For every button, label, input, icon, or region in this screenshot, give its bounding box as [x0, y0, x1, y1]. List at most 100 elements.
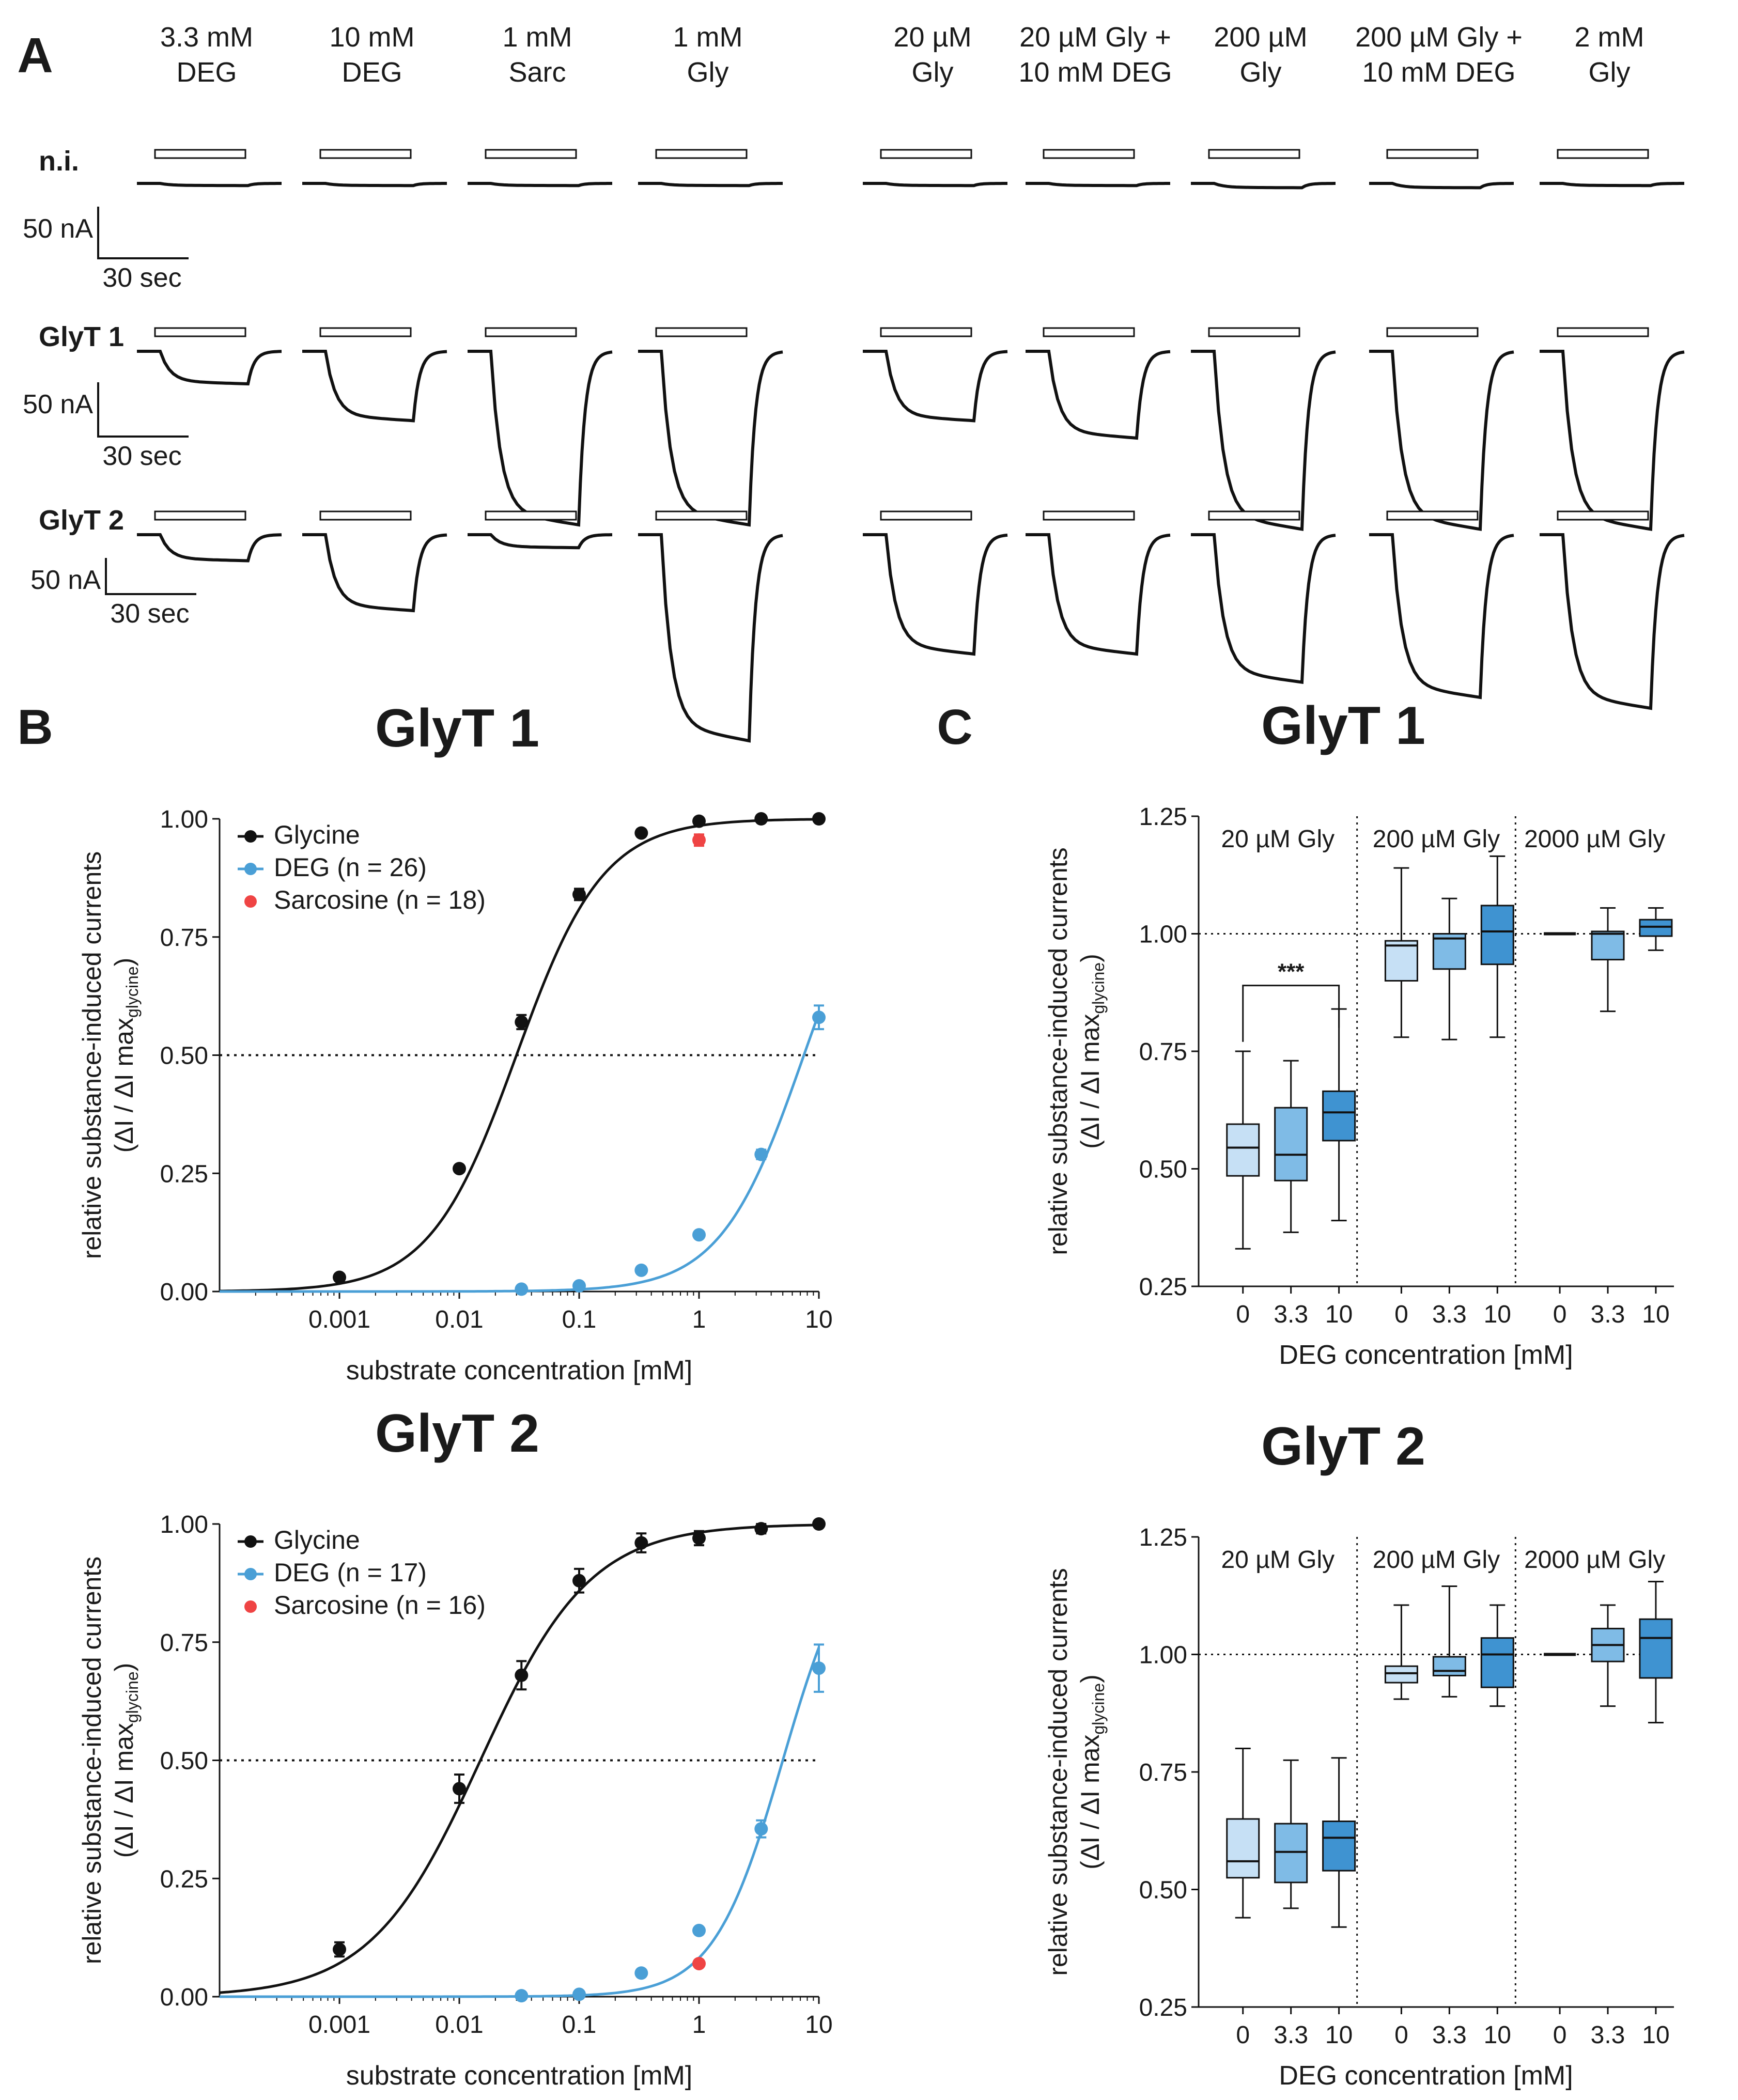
glycine-data-point: [572, 1574, 586, 1588]
significance-label: ***: [1278, 959, 1305, 985]
current-trace: [1191, 182, 1336, 190]
x-tick-label: 3.3: [1274, 1301, 1308, 1328]
box-iqr: [1384, 940, 1418, 982]
current-trace: [1026, 182, 1170, 188]
y-axis-label-part: ): [110, 1663, 138, 1672]
box-iqr: [1226, 1123, 1260, 1177]
y-tick-label: 1.00: [1139, 921, 1187, 948]
current-trace: [1540, 182, 1684, 188]
glycine-data-point: [754, 812, 768, 826]
glycine-data-point: [634, 826, 648, 840]
sarcosine-data-point: [692, 1956, 706, 1970]
current-trace: [1540, 350, 1685, 531]
current-trace: [1540, 533, 1685, 710]
y-axis-label-part: glycine: [1089, 1683, 1108, 1735]
box-plot-chart: GlyT 2 0.25 0.50 0.75 1.00 1.25 DEG concentrat…: [1044, 1417, 1674, 2091]
application-bar: [319, 149, 412, 159]
scale-bar: [97, 207, 189, 259]
x-tick-label: 0: [1553, 1301, 1567, 1328]
deg-data-point: [812, 1661, 826, 1675]
application-bar: [880, 327, 972, 337]
condition-label-line2: DEG: [176, 57, 237, 88]
condition-label-line1: 1 mM: [503, 22, 572, 53]
current-trace: [638, 350, 783, 527]
condition-label-line2: Sarc: [508, 57, 566, 88]
deg-data-point: [754, 1822, 768, 1836]
current-trace: [1369, 350, 1514, 531]
y-tick-label: 0.25: [160, 1160, 208, 1188]
chart-title: GlyT 1: [375, 698, 539, 758]
condition-label-line1: 1 mM: [673, 22, 743, 53]
condition-label-line2: Gly: [1240, 57, 1282, 88]
x-tick-label: 10: [805, 1306, 832, 1333]
x-tick-label: 0.001: [308, 1306, 370, 1333]
y-axis-label-part: ): [1076, 954, 1105, 962]
condition-label-line1: 10 mM: [329, 22, 414, 53]
box-iqr: [1480, 1637, 1514, 1688]
y-tick-label: 0.75: [160, 924, 208, 952]
condition-label-line2: Gly: [687, 57, 729, 88]
application-bar: [154, 149, 246, 159]
box-iqr: [1591, 930, 1625, 961]
application-bar: [485, 149, 577, 159]
scale-bar-current-label: 50 nA: [23, 214, 93, 244]
glycine-data-point: [515, 1015, 529, 1029]
application-bar: [1043, 327, 1135, 337]
significance-bracket: [1242, 985, 1340, 1042]
legend-marker: [244, 1600, 257, 1613]
deg-fit-curve: [220, 1647, 820, 1998]
x-tick-label: 3.3: [1432, 2021, 1467, 2049]
application-bar: [655, 327, 748, 337]
legend-marker: [244, 1535, 257, 1548]
x-axis-label: substrate concentration [mM]: [346, 1356, 693, 1386]
y-axis-label-2: (ΔI / ΔI maxglycine): [1076, 1674, 1108, 1870]
application-bar: [319, 510, 412, 521]
x-tick-label: 0: [1236, 2021, 1250, 2049]
y-tick-label: 0.00: [160, 1279, 208, 1306]
y-axis-label-part: (ΔI / ΔI max: [1076, 1735, 1105, 1870]
glycine-data-point: [333, 1270, 346, 1284]
current-trace: [468, 350, 613, 527]
current-trace: [468, 533, 612, 550]
x-tick-label: 0.1: [562, 2011, 597, 2039]
y-axis-label-part: ): [110, 958, 138, 967]
application-bar: [1386, 510, 1479, 521]
condition-label-line2: Gly: [912, 57, 954, 88]
glycine-data-point: [812, 812, 826, 826]
y-axis-label-part: (ΔI / ΔI max: [110, 1723, 138, 1858]
glycine-data-point: [453, 1782, 466, 1796]
current-trace: [1026, 533, 1171, 656]
scale-bar-current-label: 50 nA: [30, 565, 101, 595]
current-trace: [302, 533, 447, 613]
x-tick-label: 10: [1484, 2021, 1511, 2049]
y-axis-label-part: ): [1076, 1674, 1105, 1683]
current-trace: [468, 182, 612, 188]
y-tick-label: 0.50: [160, 1043, 208, 1070]
panel-letter-b: B: [17, 699, 53, 755]
y-tick-label: 1.00: [1139, 1642, 1187, 1669]
glycine-data-point: [515, 1668, 529, 1682]
glycine-data-point: [692, 1531, 706, 1545]
current-trace: [1369, 182, 1514, 190]
application-bar: [154, 327, 246, 337]
y-axis-label: relative substance-induced currents: [1044, 1568, 1073, 1975]
dose-response-chart: GlyT 2 0.00 0.25 0.50 0.75 1.00 0.001 0.01 0.1 1 1…: [77, 1404, 833, 2091]
dose-response-chart: GlyT 1 0.00 0.25 0.50 0.75 1.00 0.001 0.01 0.1 1 1…: [77, 698, 833, 1386]
application-bar: [485, 327, 577, 337]
box-plot-chart: GlyT 1 0.25 0.50 0.75 1.00 1.25 DEG concentrat…: [1044, 696, 1674, 1370]
scale-bar-current-label: 50 nA: [23, 390, 93, 419]
deg-data-point: [634, 1263, 648, 1277]
condition-label-line2: 10 mM DEG: [1362, 57, 1515, 88]
x-tick-label: 0.1: [562, 1306, 597, 1333]
box-iqr: [1639, 919, 1673, 937]
y-tick-label: 0.50: [1139, 1877, 1187, 1904]
condition-label-line1: 20 µM: [893, 22, 971, 53]
y-axis-label-part: (ΔI / ΔI max: [1076, 1014, 1105, 1149]
y-tick-label: 0.75: [160, 1629, 208, 1657]
x-tick-label: 0: [1394, 1301, 1408, 1328]
y-tick-label: 0.25: [1139, 1994, 1187, 2021]
current-trace: [863, 533, 1008, 656]
x-tick-label: 0: [1394, 2021, 1408, 2049]
current-trace: [1191, 533, 1336, 685]
